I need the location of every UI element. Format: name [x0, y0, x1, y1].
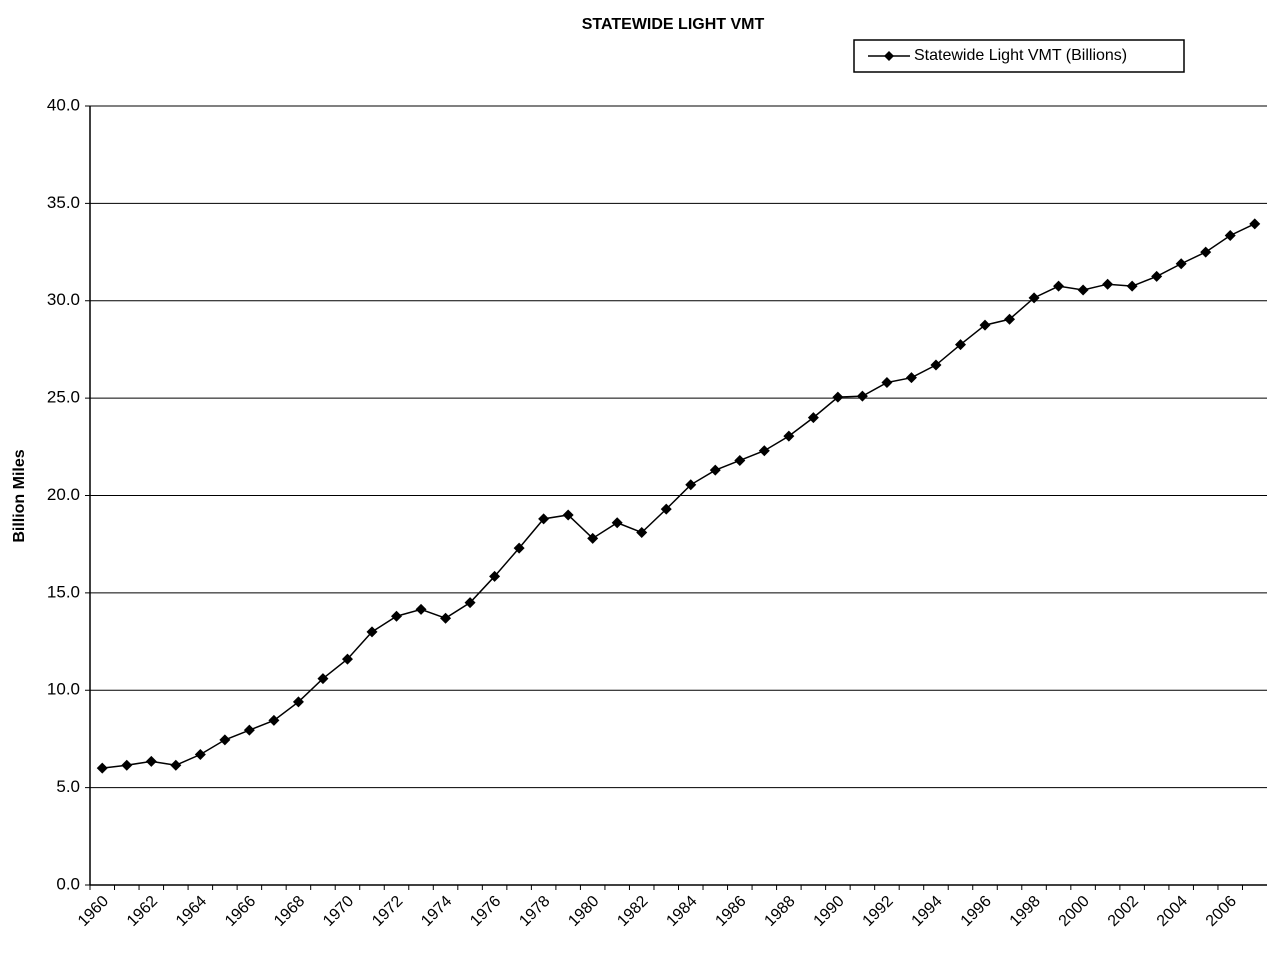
marker: [391, 610, 403, 622]
marker: [317, 673, 329, 685]
marker: [979, 319, 991, 331]
x-tick-label: 1986: [712, 893, 749, 930]
x-tick-label: 1970: [320, 893, 357, 930]
x-tick-label: 2002: [1105, 893, 1142, 930]
marker: [587, 532, 599, 544]
marker: [881, 377, 893, 389]
marker: [170, 759, 182, 771]
marker: [194, 749, 206, 761]
marker: [1151, 270, 1163, 282]
y-tick-label: 10.0: [47, 680, 80, 699]
x-tick-label: 1984: [663, 893, 700, 930]
y-tick-label: 40.0: [47, 95, 80, 114]
marker: [734, 454, 746, 466]
y-tick-label: 0.0: [56, 874, 80, 893]
legend-marker: [884, 51, 894, 61]
marker: [905, 372, 917, 384]
legend-label: Statewide Light VMT (Billions): [914, 47, 1127, 64]
marker: [1224, 230, 1236, 242]
marker: [538, 513, 550, 525]
marker: [562, 509, 574, 521]
x-tick-label: 1968: [271, 893, 308, 930]
x-tick-label: 1976: [467, 893, 504, 930]
x-tick-label: 1990: [811, 893, 848, 930]
y-tick-label: 15.0: [47, 582, 80, 601]
marker: [660, 503, 672, 515]
marker: [930, 359, 942, 371]
x-tick-label: 1988: [761, 893, 798, 930]
marker: [219, 734, 231, 746]
x-tick-label: 1998: [1007, 893, 1044, 930]
marker: [268, 714, 280, 726]
x-tick-label: 1964: [173, 893, 210, 930]
marker: [758, 445, 770, 457]
marker: [709, 464, 721, 476]
x-tick-label: 1962: [124, 893, 161, 930]
marker: [489, 570, 501, 582]
marker: [145, 755, 157, 767]
marker: [832, 391, 844, 403]
x-tick-label: 1996: [958, 893, 995, 930]
y-tick-label: 30.0: [47, 290, 80, 309]
x-tick-label: 1992: [860, 893, 897, 930]
y-axis-label: Billion Miles: [11, 449, 28, 542]
marker: [1077, 284, 1089, 296]
x-tick-label: 2006: [1203, 893, 1240, 930]
marker: [636, 527, 648, 539]
marker: [292, 696, 304, 708]
marker: [1200, 246, 1212, 258]
marker: [366, 626, 378, 638]
y-tick-label: 5.0: [56, 777, 80, 796]
x-tick-label: 1978: [516, 893, 553, 930]
x-tick-label: 1966: [222, 893, 259, 930]
marker: [341, 653, 353, 665]
x-tick-label: 1980: [565, 893, 602, 930]
marker: [856, 390, 868, 402]
marker: [1175, 258, 1187, 270]
marker: [685, 479, 697, 491]
marker: [611, 517, 623, 529]
marker: [415, 603, 427, 615]
y-tick-label: 35.0: [47, 193, 80, 212]
marker: [440, 612, 452, 624]
x-tick-label: 1994: [909, 893, 946, 930]
marker: [1028, 292, 1040, 304]
marker: [1053, 280, 1065, 292]
x-tick-label: 2000: [1056, 893, 1093, 930]
x-tick-label: 1982: [614, 893, 651, 930]
x-tick-label: 1972: [369, 893, 406, 930]
marker: [807, 412, 819, 424]
y-tick-label: 20.0: [47, 485, 80, 504]
marker: [513, 542, 525, 554]
marker: [121, 759, 133, 771]
marker: [1249, 218, 1261, 230]
marker: [1102, 278, 1114, 290]
marker: [1004, 313, 1016, 325]
x-tick-label: 1974: [418, 893, 455, 930]
marker: [783, 430, 795, 442]
marker: [1126, 280, 1138, 292]
marker: [464, 597, 476, 609]
x-tick-label: 1960: [75, 893, 112, 930]
marker: [243, 724, 255, 736]
chart-title: STATEWIDE LIGHT VMT: [582, 16, 765, 33]
marker: [954, 339, 966, 351]
marker: [96, 762, 108, 774]
y-tick-label: 25.0: [47, 388, 80, 407]
x-tick-label: 2004: [1154, 893, 1191, 930]
